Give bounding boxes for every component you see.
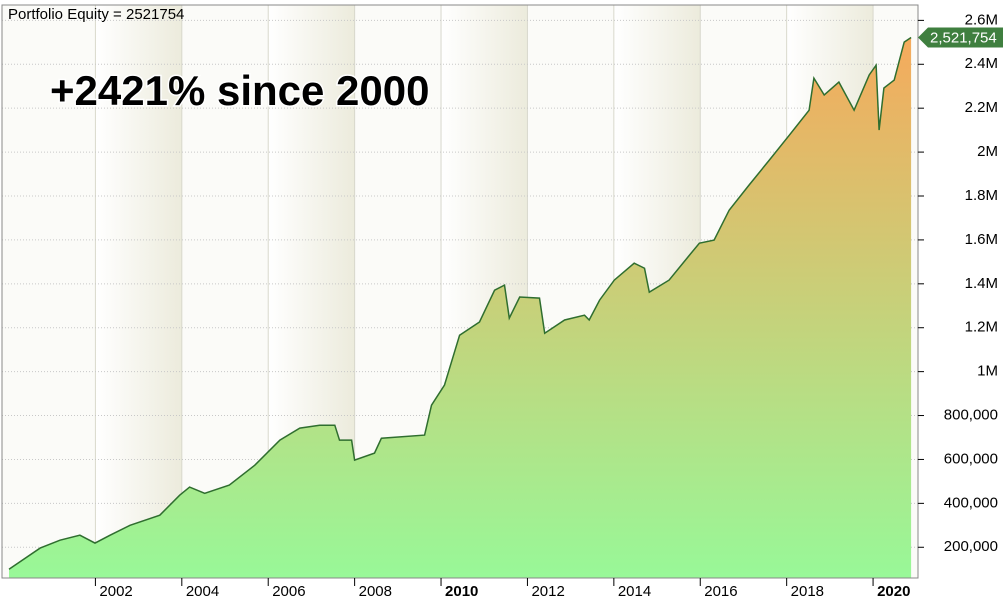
x-tick-label: 2018 [791,583,824,600]
y-tick-label: 1.2M [965,319,998,336]
y-tick-label: 1.8M [965,187,998,204]
x-tick-label: 2010 [445,583,478,600]
x-tick-label: 2008 [359,583,392,600]
y-tick-label: 2M [977,143,998,160]
annotation: +2421% since 2000 [50,67,429,114]
last-value-tag [918,27,1003,48]
y-tick-label: 2.2M [965,99,998,116]
x-tick-label: 2020 [877,583,910,600]
x-tick-label: 2002 [99,583,132,600]
y-tick-label: 400,000 [944,494,998,511]
y-tick-label: 2.6M [965,11,998,28]
x-tick-label: 2006 [272,583,305,600]
year-band [95,5,182,578]
y-tick-label: 800,000 [944,407,998,424]
x-tick-label: 2004 [186,583,219,600]
chart-title: Portfolio Equity = 2521754 [8,6,184,23]
x-tick-label: 2014 [618,583,651,600]
plot-frame [1,4,919,579]
x-tick-label: 2012 [531,583,564,600]
y-tick-label: 1.4M [965,275,998,292]
y-tick-label: 200,000 [944,538,998,555]
equity-area [9,37,912,578]
equity-line [8,36,912,570]
y-tick-label: 1.6M [965,231,998,248]
y-tick-label: 1M [977,363,998,380]
last-value-label: 2,521,754 [930,30,997,47]
x-tick-label: 2016 [704,583,737,600]
y-tick-label: 2.4M [965,55,998,72]
y-tick-label: 600,000 [944,450,998,467]
